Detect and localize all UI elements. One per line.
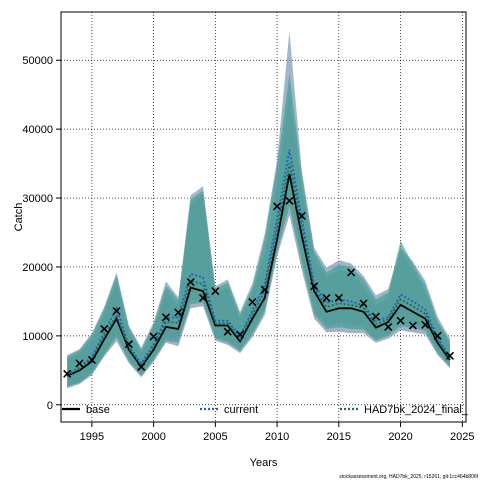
observed-point [273,202,282,211]
x-tick-label: 2005 [203,431,227,443]
observed-point [161,313,171,322]
observed-point [347,268,356,277]
x-axis-title: Years [250,457,278,469]
x-tick-label: 2020 [388,431,412,443]
line-current [66,149,451,376]
legend-label: current [224,404,258,416]
observed-point [445,351,455,360]
y-tick-label: 30000 [22,193,53,205]
observed-point [285,196,294,205]
x-tick-label: 2010 [265,431,289,443]
observed-point [112,306,121,316]
y-tick-label: 20000 [22,262,53,274]
y-tick-label: 50000 [22,55,53,67]
y-tick-label: 40000 [22,124,53,136]
observed-point [186,278,195,287]
y-axis-ticks: 0 10000 20000 30000 40000 50000 [22,55,61,412]
observed-point [149,332,158,341]
observed-point [297,211,306,221]
observed-point [433,331,442,340]
observed-point [137,362,146,371]
x-tick-label: 2000 [141,431,165,443]
observed-point [334,293,343,303]
observed-point [322,293,331,303]
observed-point [100,324,109,334]
observed-point [124,340,133,349]
y-tick-label: 10000 [22,331,53,343]
x-tick-label: 1995 [80,431,104,443]
observed-point [384,322,393,331]
observed-point [87,355,96,365]
observed-point [75,359,84,368]
observed-point [174,308,183,317]
line-base [66,173,451,377]
observed-point [223,327,232,336]
observed-point [198,293,208,303]
x-axis-ticks: 1995 2000 2005 2010 2015 2020 2025 [80,422,475,443]
series-lines [66,149,451,377]
observed-point [408,321,417,330]
legend: base current HAD7bk_2024_final_ [62,404,469,416]
observed-point [310,282,319,291]
y-tick-label: 0 [47,400,53,412]
observed-point [396,316,405,325]
x-tick-label: 2015 [327,431,351,443]
gridlines [61,12,466,422]
line-had7bk-2024-final [66,163,451,376]
observed-point [371,312,380,321]
observed-point [235,330,245,339]
footer-credit: stockassessment.org, HAD7bk_2025, r15261… [339,474,478,480]
observed-point [260,285,269,294]
y-axis-title: Catch [13,203,25,232]
plot-frame [60,11,467,423]
observed-point [359,299,368,308]
observed-point [211,287,220,296]
legend-label: HAD7bk_2024_final_ [364,404,469,416]
observed-markers [63,196,455,378]
legend-label: base [86,404,110,416]
observed-point [248,298,257,307]
observed-point [63,369,72,378]
x-tick-label: 2025 [450,431,474,443]
observed-point [421,320,430,329]
